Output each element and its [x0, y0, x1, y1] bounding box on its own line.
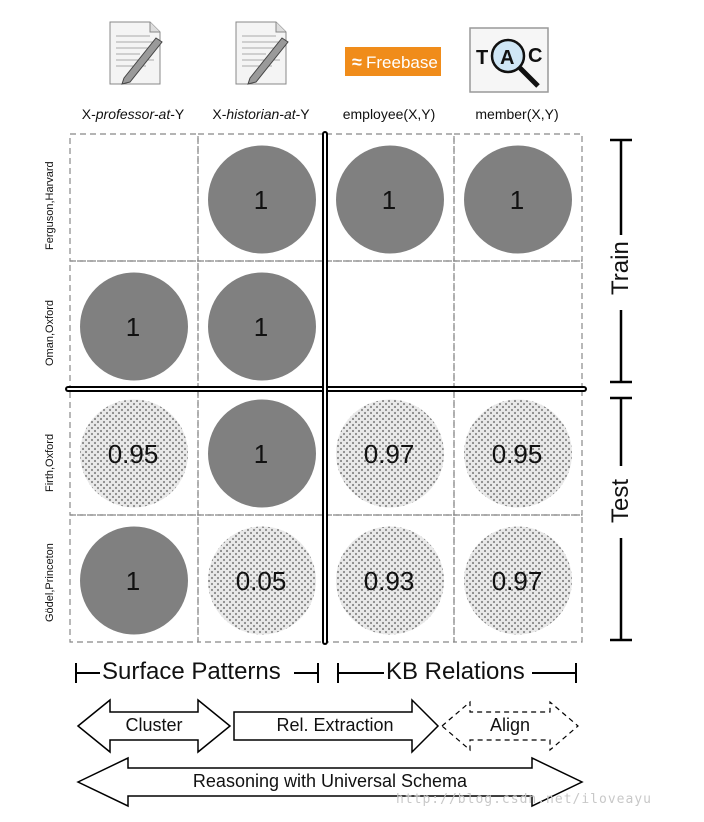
grid-cell	[453, 514, 583, 643]
cell-value: 1	[381, 184, 397, 215]
cell-circle-solid	[464, 145, 572, 254]
column-header-employee: employee(X,Y)	[342, 106, 436, 122]
svg-text:A: A	[500, 47, 514, 69]
row-label-godel-princeton: Gödel,Princeton	[44, 543, 56, 622]
grid-cell	[325, 260, 455, 389]
cell-value: 1	[253, 438, 269, 469]
grid-cell	[325, 514, 455, 643]
cell-circle-dotted	[208, 526, 316, 635]
cell-value: 1	[509, 184, 525, 215]
freebase-logo-text: Freebase	[366, 53, 438, 72]
surface-patterns-label: Surface Patterns	[102, 658, 281, 685]
grid-cell	[453, 133, 583, 262]
cell-circle-solid	[336, 145, 444, 254]
document-icon	[109, 21, 163, 85]
cell-circle-dotted	[336, 399, 444, 508]
row-label-ferguson-harvard: Ferguson,Harvard	[44, 161, 56, 250]
document-icon	[235, 21, 289, 85]
cell-value: 0.95	[491, 438, 543, 469]
align-arrow	[441, 700, 579, 752]
grid-cell	[69, 260, 199, 389]
tac-logo: T A C	[469, 27, 549, 93]
row-label-oman-oxford: Oman,Oxford	[44, 299, 56, 366]
cell-circle-solid	[208, 399, 316, 508]
cluster-label: Cluster	[125, 715, 183, 735]
matrix-cells	[80, 145, 572, 635]
align-label: Align	[489, 715, 531, 735]
cell-circle-dotted	[464, 526, 572, 635]
row-label-firth-oxford: Firth,Oxford	[44, 433, 56, 492]
surface-patterns-bracket	[75, 663, 319, 683]
cell-circle-solid	[80, 526, 188, 635]
cell-circle-dotted	[80, 399, 188, 508]
column-header-professor-at: X-professor-at-Y	[81, 106, 185, 122]
cell-circle-dotted	[336, 526, 444, 635]
reasoning-label: Reasoning with Universal Schema	[192, 771, 468, 791]
grid-cell	[453, 260, 583, 389]
reasoning-arrow	[76, 756, 584, 808]
svg-text:≈: ≈	[352, 52, 362, 72]
grid-cell	[69, 514, 199, 643]
test-label: Test	[607, 479, 634, 524]
svg-text:T: T	[476, 47, 488, 69]
extraction-label: Rel. Extraction	[276, 715, 394, 735]
cell-value: 1	[253, 311, 269, 342]
test-bracket	[610, 396, 632, 642]
cell-value: 1	[125, 565, 141, 596]
grid-cell	[69, 133, 199, 262]
cell-value: 1	[125, 311, 141, 342]
cell-circle-solid	[80, 272, 188, 381]
cell-circle-solid	[208, 272, 316, 381]
freebase-logo: ≈ Freebase	[345, 47, 441, 76]
cell-value: 0.95	[107, 438, 159, 469]
train-label: Train	[607, 241, 634, 295]
kb-relations-label: KB Relations	[386, 658, 525, 685]
cell-value: 0.05	[235, 565, 287, 596]
cluster-arrow	[76, 698, 232, 754]
column-header-historian-at: X-historian-at-Y	[212, 106, 310, 122]
train-bracket	[610, 138, 632, 384]
extraction-arrow	[233, 698, 440, 754]
cell-value: 0.97	[363, 438, 415, 469]
column-header-member: member(X,Y)	[475, 106, 559, 122]
cell-circle-solid	[208, 145, 316, 254]
cell-value: 1	[253, 184, 269, 215]
svg-text:C: C	[528, 45, 542, 67]
cell-circle-dotted	[464, 399, 572, 508]
cell-value: 0.93	[363, 565, 415, 596]
watermark: http://blog.csdn.net/iloveayu	[396, 792, 652, 807]
grid-cell	[325, 133, 455, 262]
cell-value: 0.97	[491, 565, 543, 596]
kb-relations-bracket	[337, 663, 577, 683]
